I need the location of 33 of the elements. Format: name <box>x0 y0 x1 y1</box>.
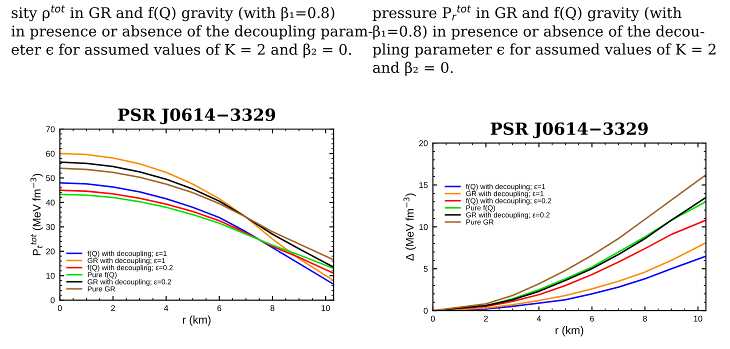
y-axis-title: Δ (MeV fm$^{−3}$) <box>404 194 416 261</box>
y-tick-label: 10 <box>419 224 428 230</box>
y-tick-label: 20 <box>419 140 428 146</box>
y-tick-label: 5 <box>424 266 428 272</box>
y-tick-label: 70 <box>46 126 55 132</box>
y-tick-label: 50 <box>46 175 55 182</box>
x-tick-label: 6 <box>590 316 594 322</box>
text: sity ρ$^{tot}$ in GR and f(Q) gravity (with β₁=0.8) in presence or absence of the decoupling param- eter ϵ for assumed values of K = 2 and β₂ = 0. <box>11 5 372 58</box>
x-tick-label: 8 <box>642 316 647 322</box>
x-tick-label: 2 <box>111 305 115 312</box>
chart-title: PSR J0614−3329 <box>490 122 648 138</box>
x-tick-label: 6 <box>217 305 222 312</box>
text: pressure P$_{r}$$^{tot}$ in GR and f(Q) gravity (with β₁=0.8) in presence or absence of the decou- pling parameter ϵ for assumed values of K = 2 and β₂ = 0. <box>372 5 716 76</box>
y-tick-label: 20 <box>46 248 55 254</box>
x-tick-label: 8 <box>270 305 274 312</box>
y-axis-title: P$_{t}$$^{tot}$ (MeV fm$^{−3}$) <box>30 174 43 256</box>
y-tick-label: 0 <box>50 297 55 304</box>
x-tick-label: 4 <box>536 316 541 322</box>
y-tick-label: 15 <box>419 182 428 188</box>
x-tick-label: 0 <box>430 316 435 322</box>
y-tick-label: 60 <box>46 150 55 157</box>
x-axis-title: r (km) <box>182 316 211 326</box>
y-tick-label: 10 <box>46 272 55 279</box>
x-axis-title: r (km) <box>556 326 584 336</box>
y-tick-label: 40 <box>46 200 55 206</box>
x-tick-label: 0 <box>58 305 62 312</box>
x-tick-label: 10 <box>694 316 702 322</box>
y-tick-label: 30 <box>46 224 55 230</box>
x-tick-label: 4 <box>164 305 168 312</box>
x-tick-label: 10 <box>322 305 330 312</box>
x-tick-label: 2 <box>484 316 488 322</box>
line-series <box>60 182 334 286</box>
chart-title: PSR J0614−3329 <box>118 108 276 124</box>
